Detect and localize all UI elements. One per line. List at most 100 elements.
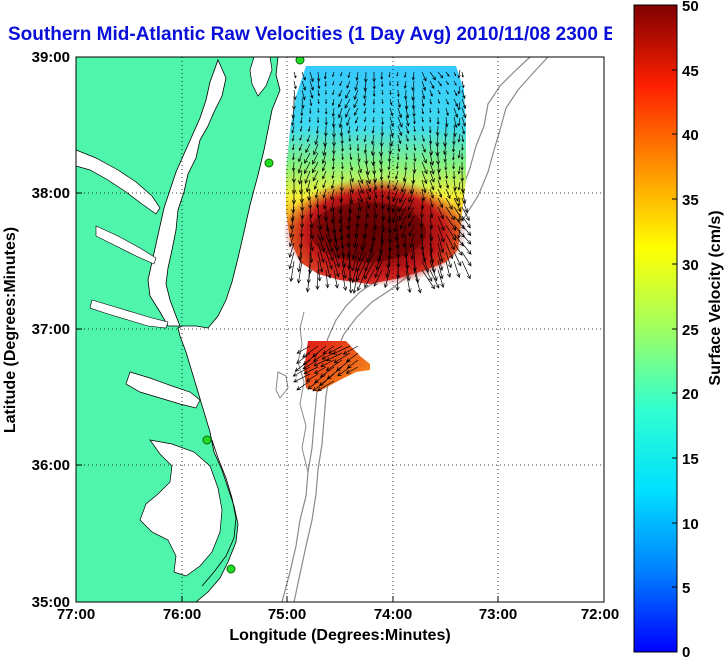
velocity-arrow [372, 170, 378, 183]
radar-stations [202, 57, 305, 574]
velocity-arrow [461, 260, 471, 280]
james-river [89, 299, 169, 329]
velocity-arrow [337, 107, 343, 119]
velocity-arrow [421, 161, 428, 175]
chesapeake-bay [147, 58, 227, 327]
velocity-arrow [437, 251, 444, 272]
lon-tick-label: 76:00 [163, 606, 201, 623]
velocity-arrow [381, 80, 384, 88]
velocity-arrow [357, 161, 363, 174]
velocity-arrow [397, 116, 403, 128]
velocity-arrow [380, 197, 385, 210]
velocity-arrow [348, 197, 353, 214]
velocity-arrow [437, 98, 440, 104]
velocity-arrow [314, 188, 319, 199]
velocity-arrow [353, 98, 359, 109]
velocity-arrow [357, 197, 363, 212]
velocity-arrow [437, 107, 440, 114]
velocity-arrow [373, 179, 378, 191]
velocity-arrow [317, 215, 323, 231]
velocity-arrow [413, 152, 417, 163]
velocity-arrow [330, 188, 335, 201]
velocity-arrow [301, 80, 307, 91]
velocity-arrow [332, 80, 335, 86]
velocity-arrow [293, 71, 297, 79]
velocity-arrow [405, 134, 409, 142]
velocity-arrow [413, 260, 420, 284]
velocity-arrow [397, 125, 403, 137]
velocity-arrow [352, 269, 359, 295]
chart-title: Southern Mid-Atlantic Raw Velocities (1 … [8, 24, 612, 45]
velocity-arrow [300, 206, 305, 220]
velocity-arrow [299, 125, 303, 132]
velocity-arrow [461, 116, 466, 127]
velocity-arrow [356, 134, 359, 142]
velocity-arrow [340, 143, 344, 152]
velocity-arrow [429, 71, 436, 81]
velocity-arrow [337, 98, 343, 108]
velocity-arrow [363, 134, 367, 143]
colorbar-tick-label: 25 [682, 322, 699, 339]
velocity-arrow [381, 98, 384, 105]
velocity-arrow [461, 98, 467, 110]
velocity-arrow [429, 161, 435, 175]
lon-tick-label: 75:00 [268, 606, 306, 623]
velocity-arrow [452, 152, 455, 161]
velocity-arrow [457, 197, 461, 207]
velocity-arrow [351, 242, 359, 260]
velocity-arrow [387, 152, 392, 163]
velocity-arrow [309, 107, 312, 114]
velocity-arrow [421, 107, 425, 115]
velocity-arrow [323, 71, 327, 80]
velocity-arrow [412, 108, 416, 118]
colorbar-tick-label: 35 [682, 192, 699, 209]
velocity-arrow [345, 107, 351, 118]
velocity-arrow [365, 197, 371, 209]
velocity-arrow [355, 125, 359, 132]
velocity-arrow [453, 89, 458, 97]
velocity-arrow [317, 260, 322, 282]
velocity-arrow [389, 125, 394, 138]
velocity-arrow [371, 125, 375, 134]
lat-tick-label: 37:00 [32, 321, 70, 338]
velocity-arrow [437, 89, 441, 95]
velocity-arrow [437, 179, 442, 189]
velocity-arrow [421, 89, 426, 100]
velocity-arrow [366, 242, 375, 263]
velocity-arrow [349, 143, 352, 151]
velocity-arrow [299, 134, 303, 141]
velocity-arrow [365, 170, 371, 185]
velocity-arrow [402, 170, 407, 183]
velocity-arrow [371, 152, 376, 167]
velocity-arrow [363, 125, 367, 132]
velocity-arrow [307, 125, 311, 132]
velocity-arrow [333, 269, 339, 289]
velocity-arrow [314, 373, 327, 384]
velocity-arrow [421, 170, 428, 185]
velocity-arrow [291, 125, 295, 134]
velocity-arrow [317, 242, 325, 264]
velocity-arrow [413, 143, 417, 152]
colorbar-tick-label: 50 [682, 0, 699, 15]
velocity-arrow [371, 134, 375, 145]
velocity-arrow [340, 71, 343, 77]
velocity-arrow [403, 89, 408, 100]
velocity-arrow [339, 80, 343, 87]
velocity-arrow [372, 80, 376, 90]
velocity-arrow [380, 188, 385, 199]
velocity-arrow [429, 269, 440, 289]
velocity-arrow [429, 260, 438, 282]
velocity-arrow [413, 134, 416, 142]
velocity-arrow [315, 197, 320, 209]
velocity-arrow [321, 161, 327, 172]
velocity-arrow [373, 269, 383, 287]
velocity-arrow [461, 215, 471, 229]
velocity-arrow [363, 107, 367, 115]
velocity-arrow [317, 224, 324, 242]
velocity-arrow [309, 89, 314, 99]
velocity-arrow [339, 188, 344, 204]
velocity-arrow [453, 116, 458, 129]
radar-station-marker [295, 57, 305, 65]
velocity-arrow [304, 152, 311, 164]
velocity-arrow [429, 98, 432, 105]
